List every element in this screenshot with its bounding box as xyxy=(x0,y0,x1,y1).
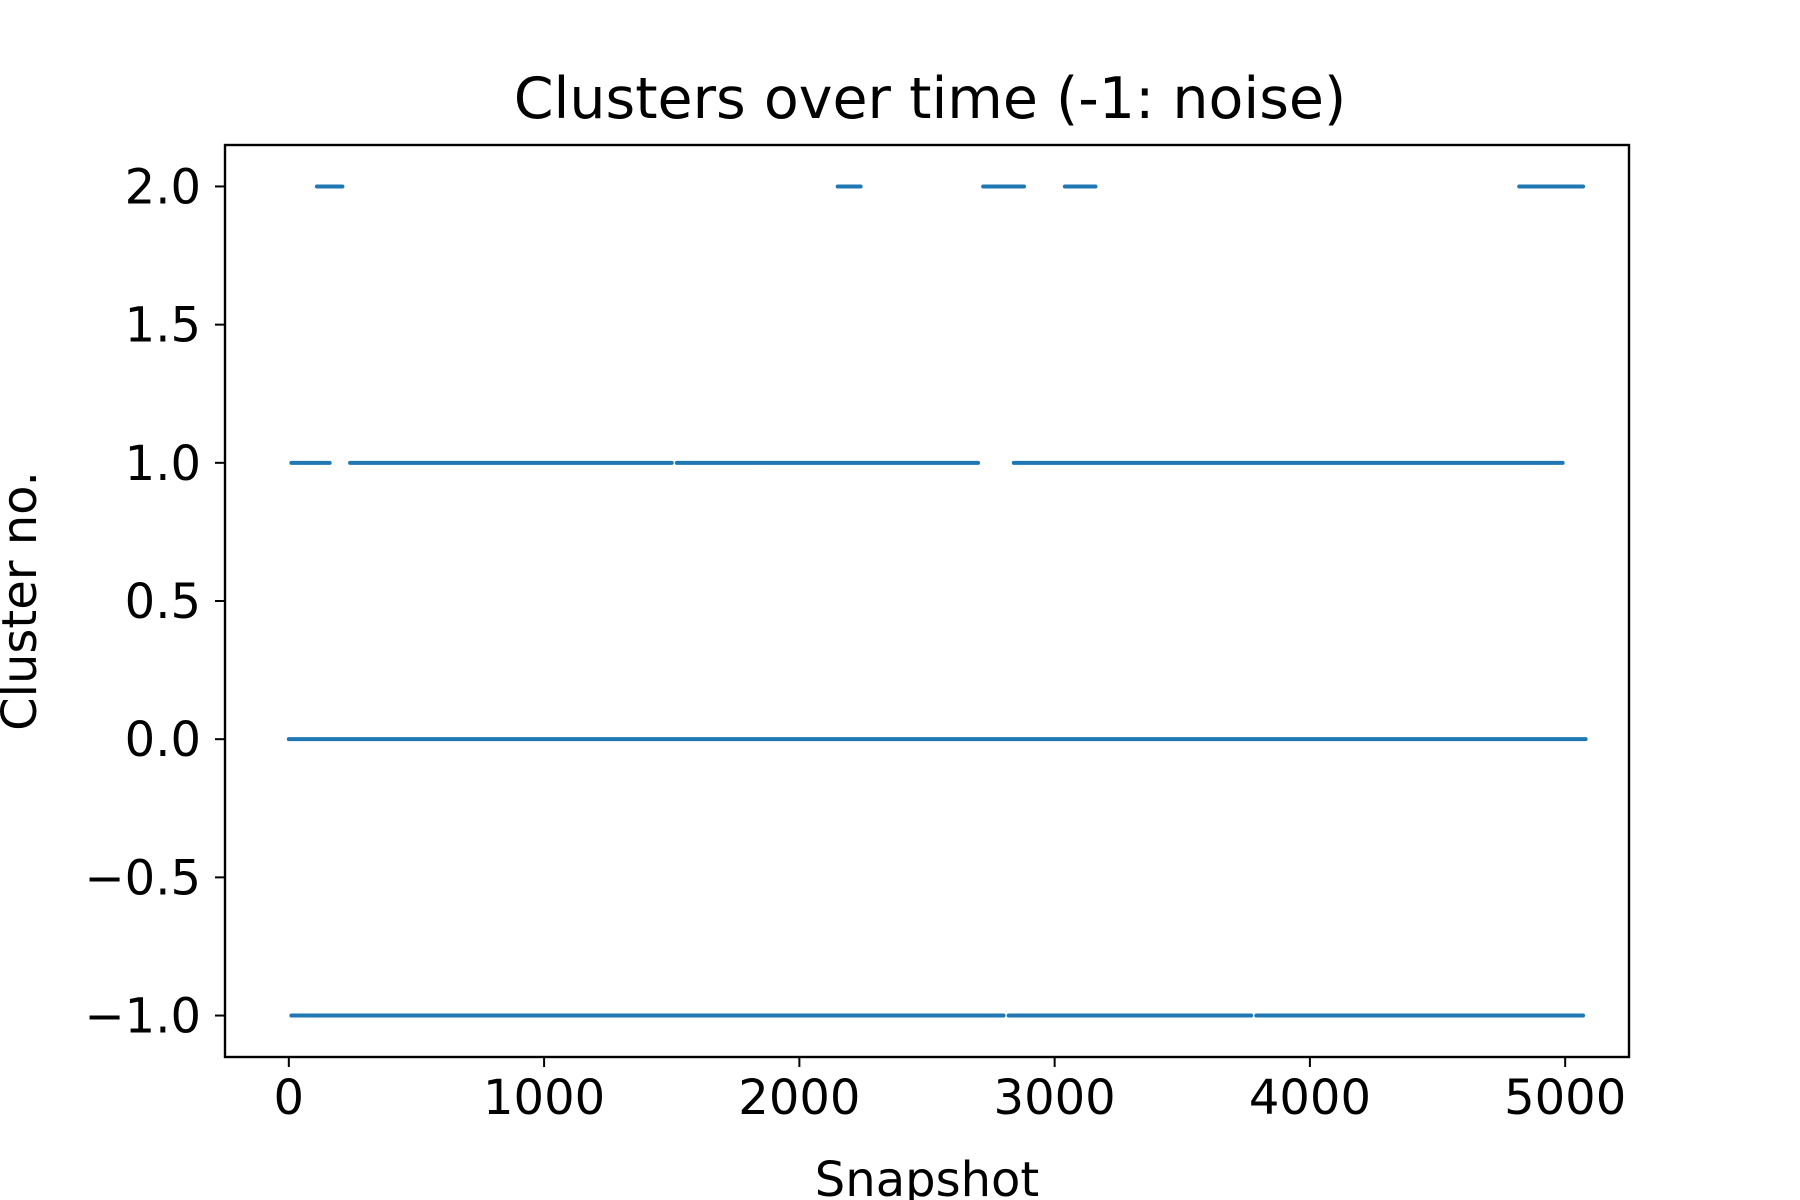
x-axis-label: Snapshot xyxy=(815,1152,1039,1200)
x-tick-label: 4000 xyxy=(1249,1070,1371,1126)
y-tick-label: −1.0 xyxy=(84,989,201,1045)
x-tick-label: 5000 xyxy=(1504,1070,1626,1126)
y-tick-label: 0.0 xyxy=(125,712,201,768)
x-tick-label: 3000 xyxy=(994,1070,1116,1126)
y-tick-label: 2.0 xyxy=(125,159,201,215)
y-tick-label: −0.5 xyxy=(84,850,201,906)
y-tick-label: 0.5 xyxy=(125,574,201,630)
chart-title: Clusters over time (-1: noise) xyxy=(514,66,1346,132)
y-tick-label: 1.5 xyxy=(125,298,201,354)
y-axis: −1.0 −0.5 0.0 0.5 1.0 1.5 2.0 xyxy=(84,159,225,1045)
y-axis-label: Cluster no. xyxy=(0,471,48,731)
plot-area xyxy=(286,184,1588,1018)
x-tick-label: 0 xyxy=(274,1070,305,1126)
x-tick-label: 1000 xyxy=(483,1070,605,1126)
x-tick-label: 2000 xyxy=(738,1070,860,1126)
x-axis: 0 1000 2000 3000 4000 5000 xyxy=(274,1057,1626,1126)
y-tick-label: 1.0 xyxy=(125,436,201,492)
